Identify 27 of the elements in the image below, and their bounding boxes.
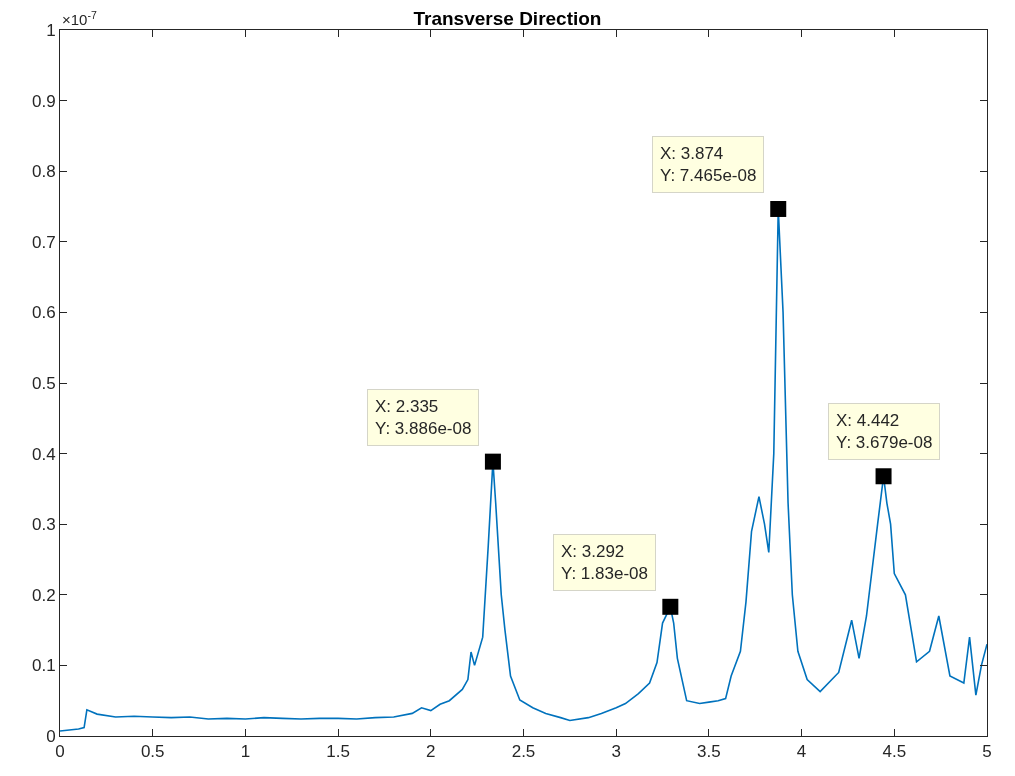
text: ×10$^{-7}$ (62, 9, 97, 29)
x-tick-label: 2.5 (511, 742, 536, 762)
x-tick-label: 5 (982, 742, 992, 762)
x-tick-label: 3.5 (697, 742, 721, 762)
y-tick-label: 0.3 (31, 515, 56, 535)
y-tick-label: 0.5 (31, 373, 56, 393)
y-tick-label: 0.8 (31, 162, 56, 182)
x-tick-label: 2 (426, 742, 436, 762)
annotation: X: 3.874 Y: 7.465e-08 (660, 144, 757, 186)
annotation: X: 3.292 Y: 1.83e-08 (561, 542, 648, 584)
y-tick-label: 1 (46, 20, 56, 40)
y-tick-label: 0.9 (31, 91, 56, 111)
x-tick-label: 4 (796, 742, 807, 762)
x-tick-label: 1 (240, 742, 251, 762)
x-tick-label: 4.5 (882, 742, 907, 762)
y-tick-label: 0 (46, 726, 56, 746)
y-tick-label: 0.7 (31, 232, 56, 252)
y-tick-label: 0.2 (31, 585, 56, 605)
x-tick-label: 0.5 (140, 742, 165, 762)
y-tick-label: 0.1 (31, 656, 56, 676)
annotation: X: 4.442 Y: 3.679e-08 (836, 411, 933, 453)
x-tick-label: 3 (611, 742, 621, 762)
chart-title: Transverse Direction (413, 7, 602, 29)
y-tick-label: 0.4 (31, 444, 56, 464)
x-tick-label: 1.5 (326, 742, 350, 762)
y-tick-label: 0.6 (31, 303, 56, 323)
annotation: X: 2.335 Y: 3.886e-08 (375, 397, 472, 439)
